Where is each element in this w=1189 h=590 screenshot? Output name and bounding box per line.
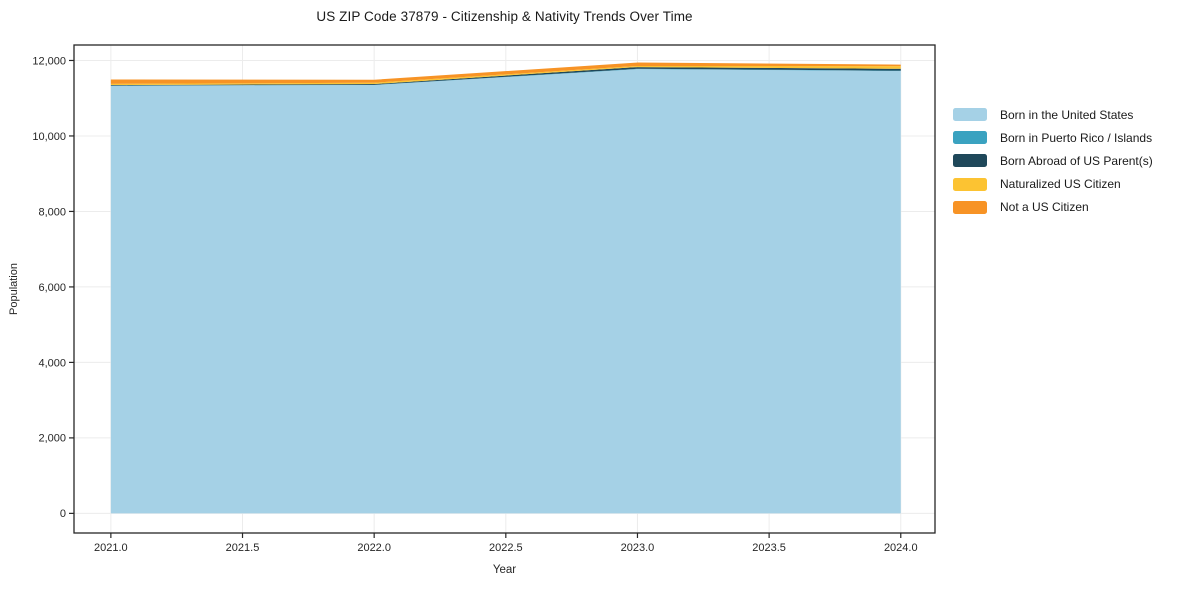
area-series-3 <box>110 65 901 86</box>
y-tick-label: 0 <box>60 508 66 520</box>
y-axis-title: Population <box>8 263 20 315</box>
y-tick-label: 10,000 <box>32 131 66 143</box>
y-tick-label: 2,000 <box>38 433 66 445</box>
x-tick-label: 2022.5 <box>489 542 523 554</box>
area-series-2 <box>110 67 901 86</box>
y-tick-label: 8,000 <box>38 206 66 218</box>
legend-item: Born in Puerto Rico / Islands <box>953 126 1153 149</box>
x-tick-label: 2023.0 <box>621 542 655 554</box>
legend-swatch <box>953 131 987 145</box>
legend-item: Naturalized US Citizen <box>953 173 1153 196</box>
legend-label: Born in the United States <box>1000 107 1134 122</box>
legend-item: Born Abroad of US Parent(s) <box>953 149 1153 172</box>
legend-label: Born Abroad of US Parent(s) <box>1000 153 1153 168</box>
x-tick-label: 2024.0 <box>884 542 918 554</box>
legend-item: Born in the United States <box>953 103 1153 126</box>
y-tick-label: 6,000 <box>38 282 66 294</box>
y-tick-label: 4,000 <box>38 357 66 369</box>
y-tick-label: 12,000 <box>32 55 66 67</box>
legend-label: Not a US Citizen <box>1000 200 1089 215</box>
area-series-0 <box>110 69 901 514</box>
chart-title: US ZIP Code 37879 - Citizenship & Nativi… <box>316 9 693 24</box>
legend-swatch <box>953 108 987 122</box>
legend: Born in the United States Born in Puerto … <box>953 103 1153 219</box>
x-tick-label: 2023.5 <box>752 542 786 554</box>
legend-item: Not a US Citizen <box>953 196 1153 219</box>
x-axis-title: Year <box>492 564 517 576</box>
legend-swatch <box>953 200 987 214</box>
legend-label: Born in Puerto Rico / Islands <box>1000 130 1153 145</box>
legend-swatch <box>953 177 987 191</box>
legend-swatch <box>953 154 987 168</box>
legend-label: Naturalized US Citizen <box>1000 177 1121 192</box>
area-series-4 <box>110 62 901 84</box>
x-tick-label: 2021.0 <box>94 542 128 554</box>
plot-border <box>73 44 936 534</box>
x-tick-label: 2021.5 <box>226 542 260 554</box>
x-tick-label: 2022.0 <box>357 542 391 554</box>
